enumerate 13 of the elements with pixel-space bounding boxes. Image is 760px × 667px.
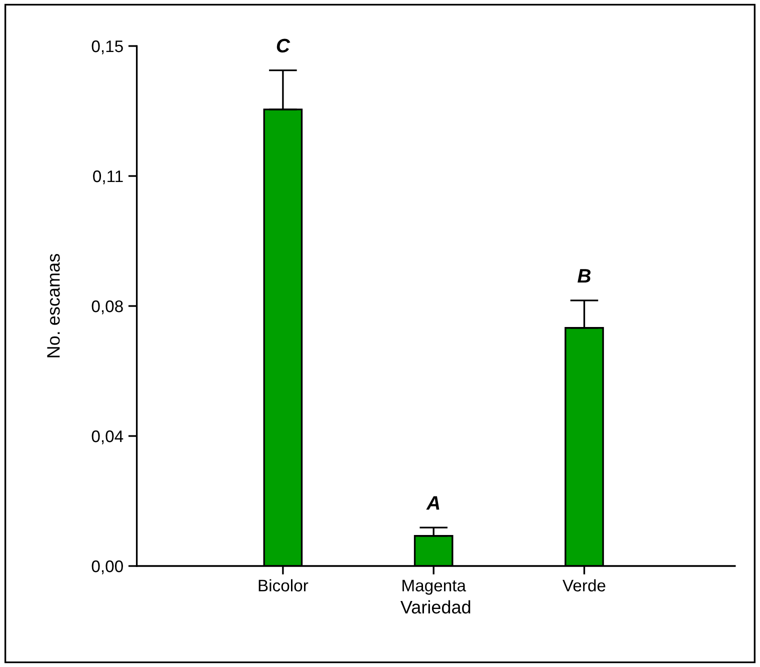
y-tick-label: 0,15 <box>92 40 123 54</box>
x-axis-title: Variedad <box>400 600 470 614</box>
annotation: B <box>578 269 591 283</box>
y-axis-title: No. escamas <box>47 254 60 358</box>
x-tick-label: Bicolor <box>258 579 308 592</box>
y-tick-label: 0,11 <box>93 170 123 184</box>
y-tick-label: 0,00 <box>92 560 123 574</box>
x-tick-label: Magenta <box>402 580 466 595</box>
annotation: C <box>276 38 290 53</box>
x-tick-label: Verde <box>562 579 606 592</box>
y-tick-label: 0,04 <box>92 430 124 444</box>
annotation: A <box>426 496 440 510</box>
y-tick-label: 0,08 <box>92 300 123 314</box>
